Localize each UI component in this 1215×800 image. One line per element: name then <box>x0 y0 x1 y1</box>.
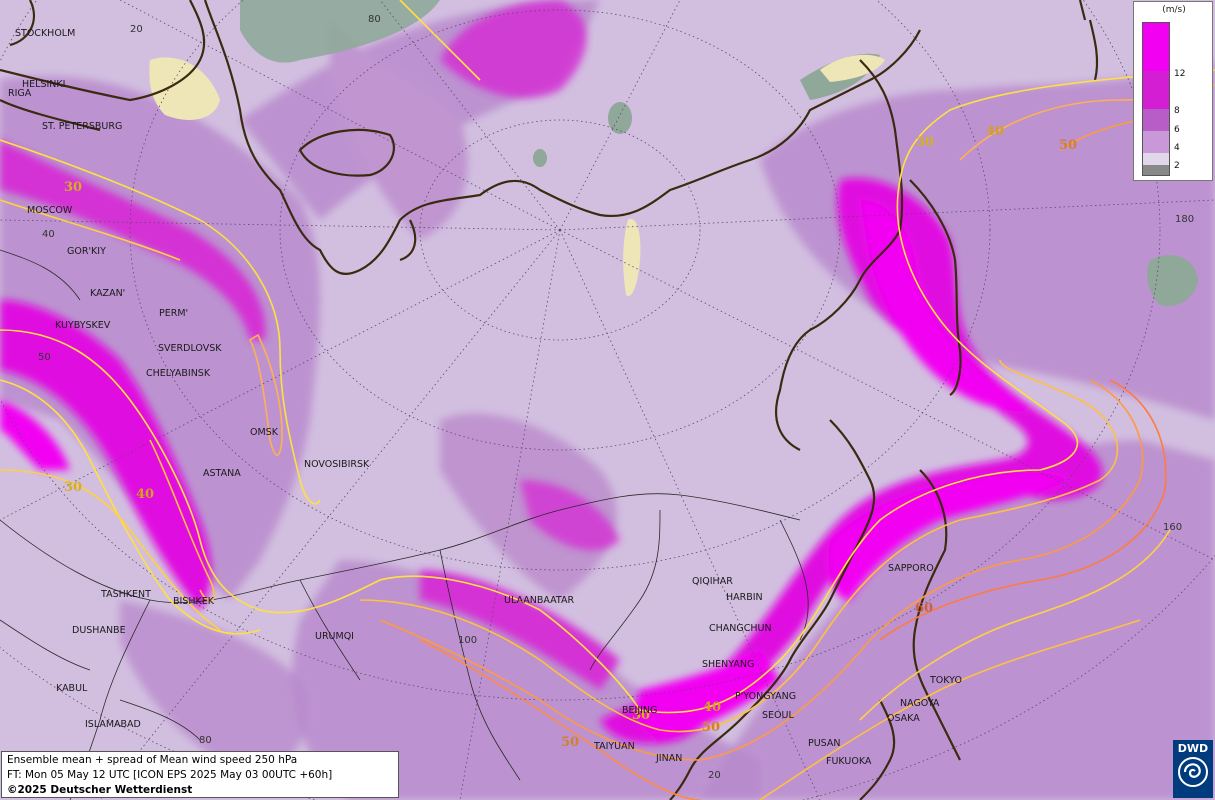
contour-label: 40 <box>703 700 721 715</box>
info-box: Ensemble mean + spread of Mean wind spee… <box>1 751 399 798</box>
dwd-logo: DWD <box>1173 740 1213 798</box>
city-label: ASTANA <box>203 468 241 479</box>
grid-labels: 20 80 180 160 50 40 100 80 20 <box>38 14 1194 781</box>
coastlines <box>0 0 1099 800</box>
grid-label-20-south: 20 <box>708 770 721 781</box>
legend-swatch <box>1143 131 1169 153</box>
legend-swatch <box>1143 71 1169 109</box>
city-label: SAPPORO <box>888 563 934 574</box>
city-label: PUSAN <box>808 738 841 749</box>
city-label: DUSHANBE <box>72 625 126 636</box>
legend-tick: 4 <box>1174 143 1180 153</box>
city-label: CHELYABINSK <box>146 368 211 379</box>
city-label: HARBIN <box>726 592 763 603</box>
forecast-time: FT: Mon 05 May 12 UTC [ICON EPS 2025 May… <box>7 769 333 781</box>
city-label: JINAN <box>655 753 682 764</box>
city-label: OMSK <box>250 427 279 438</box>
color-legend: (m/s) 12 8 6 4 2 <box>1133 1 1213 181</box>
city-label: TASHKENT <box>100 589 151 600</box>
city-label: OSAKA <box>887 713 920 724</box>
city-label: TAIYUAN <box>593 741 635 752</box>
copyright: ©2025 Deutscher Wetterdienst <box>7 784 193 796</box>
city-label: TOKYO <box>929 675 962 686</box>
grid-label-160: 160 <box>1163 522 1182 533</box>
city-label: KABUL <box>56 683 88 694</box>
city-label: ULAANBAATAR <box>504 595 574 606</box>
city-label: FUKUOKA <box>826 756 872 767</box>
product-title: Ensemble mean + spread of Mean wind spee… <box>7 754 298 766</box>
city-label: URUMQI <box>315 631 354 642</box>
legend-tick: 8 <box>1174 106 1180 116</box>
city-label: RIGA <box>8 88 32 99</box>
contour-label: 30 <box>632 708 650 723</box>
city-labels: STOCKHOLM HELSINKI RIGA ST. PETERSBURG M… <box>8 28 962 767</box>
contour-label: 40 <box>136 487 154 502</box>
contour-label: 50 <box>1059 138 1077 153</box>
grid-label-20: 20 <box>130 24 143 35</box>
city-label: P'YONGYANG <box>735 691 796 702</box>
city-label: HELSINKI <box>22 79 65 90</box>
contour-label: 30 <box>916 135 934 150</box>
city-label: NAGOYA <box>900 698 940 709</box>
contour-label: 60 <box>915 601 933 616</box>
grid-label-40: 40 <box>42 229 55 240</box>
contour-label: 30 <box>64 180 82 195</box>
city-label: BISHKEK <box>173 596 215 607</box>
grid-label-100: 100 <box>458 635 477 646</box>
contour-label: 50 <box>702 720 720 735</box>
grid-label-80-south: 80 <box>199 735 212 746</box>
legend-tick: 12 <box>1174 69 1186 79</box>
contour-label: 40 <box>986 124 1004 139</box>
city-label: KUYBYSKEV <box>55 320 111 331</box>
city-label: GOR'KIY <box>67 246 106 257</box>
city-label: CHANGCHUN <box>709 623 772 634</box>
legend-tick: 6 <box>1174 125 1180 135</box>
city-label: MOSCOW <box>27 205 73 216</box>
city-label: NOVOSIBIRSK <box>304 459 370 470</box>
legend-swatch <box>1143 109 1169 131</box>
legend-color-bar <box>1142 22 1170 176</box>
city-label: QIQIHAR <box>692 576 733 587</box>
city-label: ISLAMABAD <box>85 719 141 730</box>
grid-label-180: 180 <box>1175 214 1194 225</box>
city-label: STOCKHOLM <box>15 28 75 39</box>
city-label: KAZAN' <box>90 288 125 299</box>
legend-swatch <box>1143 165 1169 175</box>
contour-labels: 30 40 50 30 30 40 60 30 40 50 50 <box>64 124 1077 750</box>
grid-label-50: 50 <box>38 352 51 363</box>
dwd-swirl-icon <box>1178 757 1208 787</box>
legend-swatch <box>1143 153 1169 165</box>
city-label: PERM' <box>159 308 188 319</box>
dwd-logo-text: DWD <box>1177 742 1209 755</box>
grid-label-80: 80 <box>368 14 381 25</box>
legend-tick: 2 <box>1174 161 1180 171</box>
contour-label: 30 <box>64 480 82 495</box>
contour-label: 50 <box>561 735 579 750</box>
city-label: BEIJING <box>622 705 657 716</box>
legend-unit: (m/s) <box>1162 5 1186 15</box>
city-label: SVERDLOVSK <box>158 343 222 354</box>
city-label: SEOUL <box>762 710 794 721</box>
city-label: SHENYANG <box>702 659 754 670</box>
water-bodies <box>149 0 1198 307</box>
legend-swatch <box>1143 23 1169 71</box>
jet-core-shading <box>0 0 1103 744</box>
city-label: ST. PETERSBURG <box>42 121 122 132</box>
